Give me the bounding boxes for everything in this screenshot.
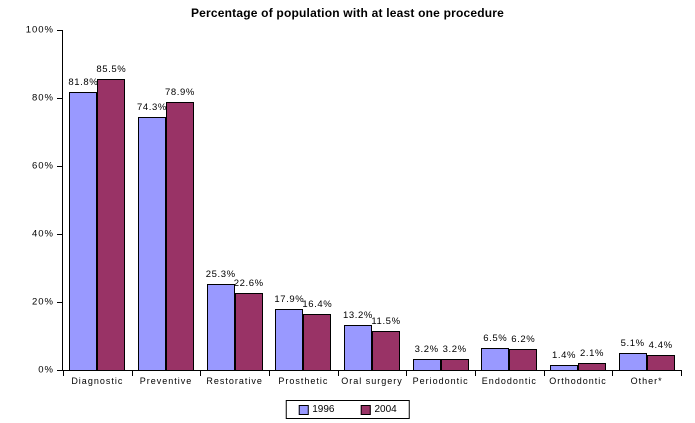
data-label-1996-restorative: 25.3% [205,269,236,280]
x-axis-tick [63,370,64,376]
bar-1996-restorative [206,284,235,370]
y-axis-tick-label: 80% [31,92,54,104]
bar-1996-oral-surgery [344,325,372,370]
category-label-diagnostic: Diagnostic [71,376,124,386]
bar-2004-other [646,355,675,370]
category-label-orthodontic: Orthodontic [549,376,607,386]
legend-swatch-2004 [360,404,371,415]
x-axis-tick [269,370,270,376]
data-label-1996-periodontic: 3.2% [414,344,439,355]
legend-label-2004: 2004 [374,404,397,415]
y-axis-tick [57,302,63,303]
data-label-1996-oral-surgery: 13.2% [343,310,373,321]
y-axis-tick-label: 20% [31,296,54,308]
data-label-2004-other: 4.4% [648,340,673,351]
y-axis-tick [57,166,63,167]
bar-1996-prosthetic [275,309,304,370]
chart-title: Percentage of population with at least o… [190,6,505,20]
bar-2004-orthodontic [578,363,606,370]
x-axis-tick [200,370,202,376]
bar-2004-preventive [166,102,194,370]
data-label-2004-orthodontic: 2.1% [579,348,605,359]
category-label-periodontic: Periodontic [412,376,469,386]
category-label-other: Other* [630,376,663,386]
y-axis-tick-label: 40% [31,228,54,240]
data-label-1996-orthodontic: 1.4% [551,350,577,361]
category-label-prosthetic: Prosthetic [278,376,329,386]
bar-2004-periodontic [440,359,469,370]
y-axis-tick-label: 0% [38,364,54,376]
legend: 1996 2004 [285,400,410,419]
plot-area: 0% 20% 40% 60% 80% 100% 81.8% 85.5% Diagnostic 74… [26,25,682,386]
x-axis-tick [612,370,614,376]
data-label-2004-periodontic: 3.2% [442,344,467,355]
data-label-1996-prosthetic: 17.9% [274,294,305,305]
x-axis-tick [681,370,682,376]
data-label-2004-prosthetic: 16.4% [302,299,333,310]
bar-2004-prosthetic [303,314,332,370]
bar-1996-endodontic [481,348,510,370]
x-axis-tick [337,370,339,376]
bar-2004-endodontic [509,349,538,370]
category-label-restorative: Restorative [206,376,263,386]
data-label-1996-preventive: 74.3% [137,102,167,113]
data-label-2004-endodontic: 6.2% [511,334,536,345]
data-label-1996-other: 5.1% [620,338,645,349]
data-label-1996-endodontic: 6.5% [483,333,508,344]
bar-1996-other [618,353,647,370]
bar-2004-diagnostic [97,79,126,370]
y-axis-tick-label: 60% [31,160,54,172]
data-label-2004-restorative: 22.6% [233,278,264,289]
legend-item-2004: 2004 [360,404,397,415]
category-label-endodontic: Endodontic [481,376,537,386]
x-axis-tick [406,370,408,376]
data-label-2004-oral-surgery: 11.5% [371,316,401,327]
data-label-2004-diagnostic: 85.5% [96,64,127,75]
bar-2004-restorative [234,293,263,370]
x-axis-tick [131,370,133,376]
y-axis-tick-label: 100% [25,24,54,36]
category-label-oral-surgery: Oral surgery [341,376,403,386]
bar-1996-periodontic [412,359,441,370]
x-axis-tick [475,370,476,376]
bar-1996-preventive [138,117,166,370]
bar-1996-orthodontic [550,365,578,370]
y-axis-tick [57,30,63,31]
category-label-preventive: Preventive [139,376,193,386]
y-axis-tick [57,98,63,99]
data-label-1996-diagnostic: 81.8% [68,77,99,88]
x-axis-tick [543,370,545,376]
y-axis-tick [57,370,63,371]
data-label-2004-preventive: 78.9% [165,87,195,98]
bar-1996-diagnostic [69,92,98,370]
legend-swatch-1996 [298,404,309,415]
bar-2004-oral-surgery [372,331,400,370]
y-axis-tick [57,234,63,235]
legend-item-1996: 1996 [298,404,335,415]
legend-label-1996: 1996 [312,404,335,415]
